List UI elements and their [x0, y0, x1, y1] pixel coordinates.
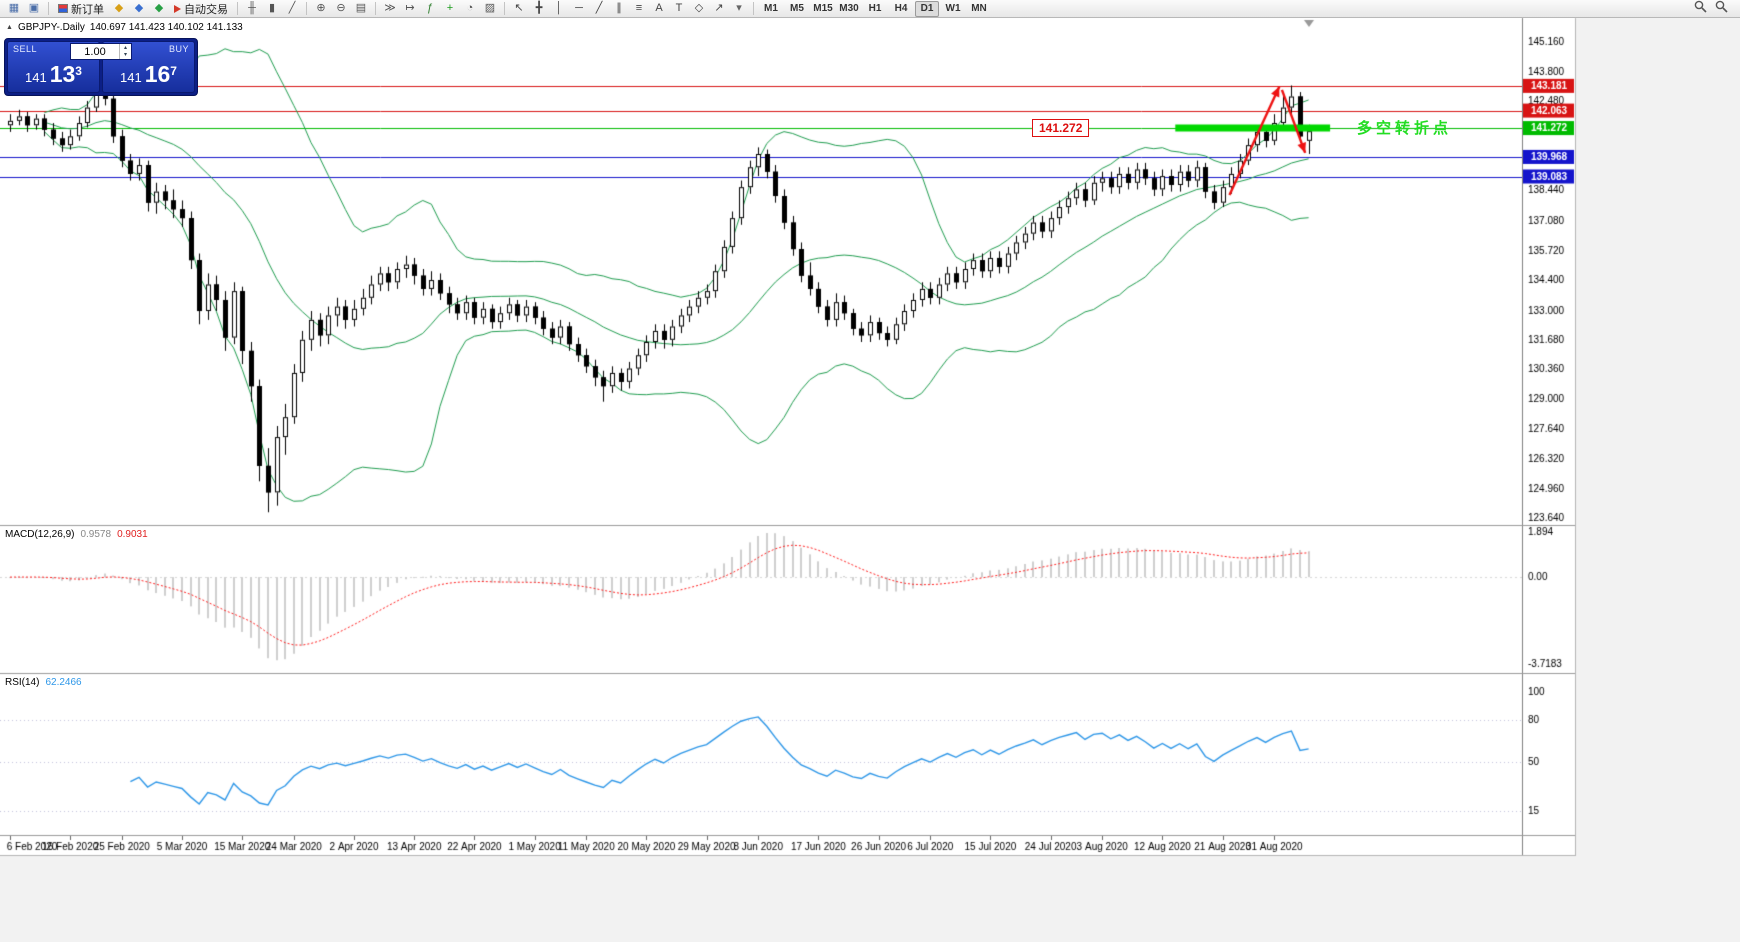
add-indicator-icon[interactable]: + — [446, 2, 454, 14]
new-order-button[interactable]: 新订单 — [53, 1, 109, 16]
line-chart-icon[interactable]: ╱ — [288, 2, 296, 14]
toolbar-separator — [306, 2, 307, 15]
one-click-trade-panel: SELL 141 133 BUY 141 167 1.00 ▴ ▾ — [4, 38, 198, 96]
shapes-icon[interactable]: ◇ — [694, 2, 704, 14]
toolbar-separator — [753, 2, 754, 15]
community-icon[interactable]: ◆ — [134, 2, 144, 14]
volume-box: 1.00 ▴ ▾ — [70, 43, 132, 60]
horizontal-line-icon[interactable]: ─ — [575, 2, 583, 14]
deposit-icon[interactable]: ◆ — [114, 2, 124, 14]
new-chart-icon[interactable]: ▦ — [8, 2, 20, 14]
search-icon[interactable] — [1694, 0, 1707, 18]
symbol-search-icon[interactable] — [1715, 0, 1728, 18]
sell-label: SELL — [13, 44, 38, 54]
zoom-out-icon[interactable]: ⊖ — [336, 2, 346, 14]
toolbar-separator — [237, 2, 238, 15]
timeframe-m5-button[interactable]: M5 — [790, 3, 804, 14]
bar-chart-icon[interactable]: ╫ — [248, 2, 256, 14]
toolbar-separator — [48, 2, 49, 15]
label-icon[interactable]: T — [675, 2, 683, 14]
annotation-note[interactable]: 多空转折点 — [1357, 120, 1453, 137]
timeframe-h1-button[interactable]: H1 — [868, 3, 882, 14]
volume-up-button[interactable]: ▴ — [123, 44, 127, 51]
market-icon[interactable]: ◆ — [154, 2, 164, 14]
volume-input[interactable]: 1.00 — [84, 45, 106, 58]
chart-shift-icon[interactable]: ↦ — [405, 2, 415, 14]
templates-icon[interactable]: ▨ — [484, 2, 496, 14]
toolbar-separator — [504, 2, 505, 15]
timeframe-h4-button[interactable]: H4 — [894, 3, 908, 14]
symbol-header: ▲ GBPJPY-.Daily 140.697 141.423 140.102 … — [6, 22, 243, 33]
collapse-panel-icon[interactable]: ▲ — [6, 24, 13, 31]
sell-price: 141 133 — [25, 61, 82, 87]
cursor-icon[interactable]: ↖ — [514, 2, 524, 14]
symbol-ohlc: 140.697 141.423 140.102 141.133 — [89, 22, 243, 33]
price-level-tag[interactable]: 141.272 — [1032, 119, 1090, 137]
trendline-icon[interactable]: ╱ — [595, 2, 603, 14]
zoom-in-icon[interactable]: ⊕ — [316, 2, 326, 14]
new-order-button-icon — [58, 4, 68, 13]
buy-label: BUY — [168, 44, 189, 54]
dropdown-icon[interactable]: ▾ — [736, 2, 742, 14]
fibonacci-icon[interactable]: ≡ — [635, 2, 643, 14]
periods-icon[interactable]: ◔ — [466, 2, 474, 14]
timeframe-d1-button[interactable]: D1 — [915, 0, 939, 17]
timeframe-m15-button[interactable]: M15 — [813, 3, 833, 14]
auto-scroll-icon[interactable]: ≫ — [384, 2, 396, 14]
toolbar-right-group — [1694, 0, 1736, 18]
arrows-tool-icon[interactable]: ↗ — [714, 2, 724, 14]
autotrade-button-icon — [174, 4, 181, 13]
autotrade-button-label: 自动交易 — [184, 3, 228, 16]
symbol-title: GBPJPY-.Daily — [17, 22, 85, 33]
crosshair-icon[interactable]: ╋ — [535, 2, 543, 14]
new-order-button-label: 新订单 — [71, 3, 104, 16]
timeframe-m30-button[interactable]: M30 — [839, 3, 859, 14]
channel-icon[interactable]: ∥ — [616, 2, 622, 14]
text-icon[interactable]: A — [655, 2, 663, 14]
candlestick-chart-icon[interactable]: ▮ — [268, 2, 276, 14]
autotrade-button[interactable]: 自动交易 — [169, 1, 233, 16]
toolbar: ▦ ▣ 新订单 ◆ ◆ ◆ 自动交易 ╫ ▮ ╱ ⊕ ⊖ ▤ ≫ ↦ ƒ + ◔ ▨ ↖ ╋ │ ─ ╱ ∥ ≡ A T ◇ ↗ ▾ M1 M5… — [0, 0, 1740, 18]
timeframe-w1-button[interactable]: W1 — [945, 3, 961, 14]
vertical-line-icon[interactable]: │ — [555, 2, 563, 14]
chart-window-icon[interactable]: ▣ — [28, 2, 40, 14]
toolbar-separator — [375, 2, 376, 15]
tile-windows-icon[interactable]: ▤ — [355, 2, 367, 14]
timeframe-m1-button[interactable]: M1 — [764, 3, 778, 14]
volume-stepper: ▴ ▾ — [119, 44, 131, 59]
buy-price: 141 167 — [120, 61, 177, 87]
rsi-indicator-label: RSI(14) 62.2466 — [5, 677, 82, 688]
macd-indicator-label: MACD(12,26,9) 0.9578 0.9031 — [5, 529, 148, 540]
timeframe-mn-button[interactable]: MN — [971, 3, 987, 14]
volume-down-button[interactable]: ▾ — [123, 51, 127, 58]
indicators-icon[interactable]: ƒ — [426, 2, 434, 14]
